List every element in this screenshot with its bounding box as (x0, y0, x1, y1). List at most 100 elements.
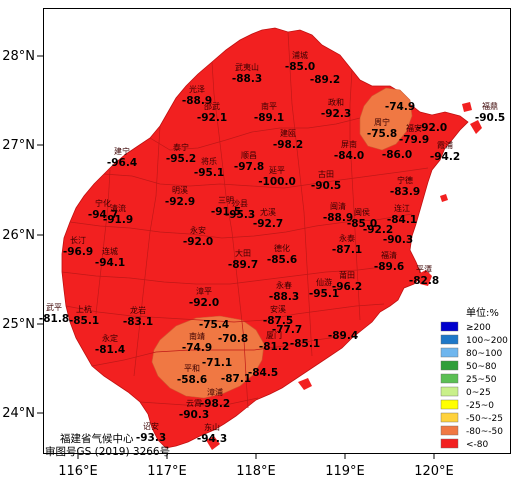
credit-agency: 福建省气候中心 (60, 432, 134, 445)
x-tick-label: 118°E (236, 464, 276, 479)
station-value: -85.0 (285, 61, 315, 73)
legend-label: -50~-25 (466, 414, 503, 424)
y-tick-label: 27°N (2, 138, 35, 153)
station-value: -83.1 (123, 316, 153, 328)
station-value: -93.3 (136, 432, 166, 444)
station-value: -92.7 (253, 218, 283, 230)
x-tick-label: 116°E (58, 464, 98, 479)
y-tick-label: 24°N (2, 406, 35, 421)
station-name: 东山 (204, 422, 220, 432)
station-value: -92.1 (197, 112, 227, 124)
county-border (69, 213, 413, 239)
station-value: -85.0 (347, 218, 377, 230)
zone-southwest (151, 315, 265, 399)
station-name: 周宁 (374, 117, 390, 127)
station-name: 安溪 (270, 304, 286, 314)
legend-items: ≥200 100~200 80~100 50~80 25~50 0~25 -25~0 -50~… (440, 321, 508, 450)
station-value: -98.2 (200, 398, 230, 410)
station-name: 宁德 (397, 175, 413, 185)
station-value: -97.8 (234, 161, 264, 173)
legend-swatch (440, 425, 459, 436)
station-value: -85.6 (267, 254, 297, 266)
station-value: -84.1 (387, 214, 417, 226)
legend-swatch (440, 399, 459, 410)
station-name: 连城 (102, 246, 118, 256)
map-frame (43, 8, 511, 454)
station-value: -94.2 (430, 151, 460, 163)
station-value: -96.4 (107, 157, 137, 169)
station-name: 光泽 (189, 84, 205, 94)
station-value: -92.3 (321, 108, 351, 120)
legend-label: 80~100 (466, 349, 502, 359)
station-name: 南平 (261, 101, 277, 111)
legend-label: 100~200 (466, 336, 508, 346)
station-value: -86.0 (382, 149, 412, 161)
station-name: 平和 (184, 364, 200, 373)
station-name: 尤溪 (260, 207, 276, 217)
station-value: -90.3 (179, 409, 209, 421)
station-value: -96.2 (332, 281, 362, 293)
station-name: 建瓯 (280, 128, 296, 138)
station-value: -95.3 (225, 209, 255, 221)
station-name: 仙游 (316, 277, 332, 287)
station-name: 闽侯 (354, 208, 370, 217)
station-value: -81.2 (259, 341, 289, 353)
station-value: -84.5 (248, 367, 278, 379)
station-value: -87.5 (263, 315, 293, 327)
station-value: -70.8 (218, 333, 248, 345)
station-value: -91.5 (211, 206, 241, 218)
station-name: 浦城 (292, 50, 308, 60)
island-dongshan (206, 436, 220, 450)
x-tick-label: 119°E (325, 464, 365, 479)
island-matsu (440, 194, 448, 202)
station-value: -92.0 (183, 236, 213, 248)
station-name: 将乐 (201, 156, 217, 166)
county-border (103, 167, 429, 189)
station-value: -58.6 (177, 374, 207, 386)
legend-label: -25~0 (466, 401, 494, 411)
station-value: -88.3 (269, 291, 299, 303)
legend-label: <-80 (466, 440, 489, 450)
legend-label: 0~25 (466, 388, 491, 398)
credit-approval-number: 审图号GS (2019) 3266号 (45, 445, 170, 458)
station-name: 霞浦 (437, 140, 453, 150)
station-name: 武夷山 (235, 62, 259, 72)
station-name: 沙县 (232, 199, 248, 208)
station-name: 屏南 (341, 139, 357, 149)
station-value: -82.8 (409, 275, 439, 287)
station-name: 永安 (190, 225, 206, 235)
axis-labels: 116°E 117°E 118°E 119°E 120°E 28°N 27°N … (2, 49, 454, 479)
station-value: -95.1 (309, 288, 339, 300)
island-pingtan (418, 270, 432, 286)
station-name: 政和 (328, 97, 344, 107)
station-value: -77.7 (272, 324, 302, 336)
y-tick-label: 26°N (2, 228, 35, 243)
credit: 福建省气候中心 审图号GS (2019) 3266号 (45, 432, 170, 458)
station-value: -88.9 (323, 212, 353, 224)
county-borders (61, 31, 429, 409)
station-value: -75.4 (199, 319, 229, 331)
station-value: -89.6 (374, 261, 404, 273)
station-value: -94.1 (95, 257, 125, 269)
county-border (139, 397, 259, 407)
legend-label: -80~-50 (466, 427, 503, 437)
station-name: 永定 (102, 333, 118, 343)
station-value: -92.2 (363, 224, 393, 236)
island-xiapu (470, 120, 482, 134)
station-name: 顺昌 (241, 151, 257, 160)
county-border (61, 265, 391, 285)
legend-swatch (440, 360, 459, 371)
station-value: -98.2 (273, 139, 303, 151)
station-value: -79.9 (399, 134, 429, 146)
station-name: 福清 (381, 250, 397, 260)
y-tick-label: 25°N (2, 317, 35, 332)
legend-swatch (440, 334, 459, 345)
station-value: -84.0 (334, 150, 364, 162)
station-value: -88.3 (232, 73, 262, 85)
legend-title: 单位:% (466, 306, 499, 319)
county-border (349, 69, 361, 321)
county-border (149, 117, 361, 151)
x-tick-label: 117°E (147, 464, 187, 479)
station-value: -81.4 (95, 344, 125, 356)
